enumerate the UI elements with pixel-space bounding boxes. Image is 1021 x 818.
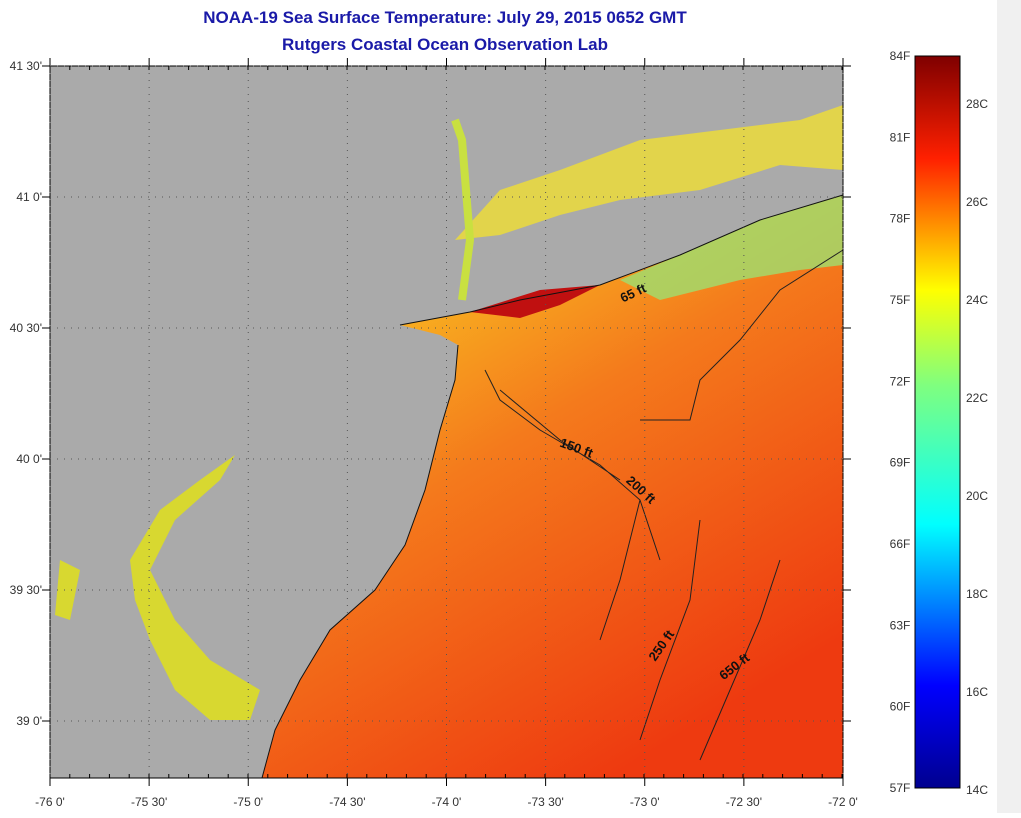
map	[49, 65, 844, 779]
celsius-label: 28C	[966, 97, 988, 111]
hudson	[451, 118, 475, 301]
fahrenheit-label: 69F	[890, 456, 911, 470]
celsius-label: 24C	[966, 293, 988, 307]
long-island	[450, 105, 843, 300]
fahrenheit-label: 78F	[890, 212, 911, 226]
fahrenheit-label: 63F	[890, 618, 911, 632]
lat-label: 40 0'	[16, 452, 42, 466]
lat-label: 39 0'	[16, 714, 42, 728]
lat-label: 40 30'	[10, 321, 42, 335]
side-strip	[997, 0, 1021, 813]
lon-label: -75 30'	[131, 795, 167, 809]
delaware-bay	[55, 455, 260, 720]
celsius-label: 16C	[966, 685, 988, 699]
graticule	[42, 58, 851, 786]
ocean	[262, 195, 843, 778]
fahrenheit-label: 60F	[890, 700, 911, 714]
fahrenheit-label: 66F	[890, 537, 911, 551]
colorbar	[914, 55, 961, 789]
lon-label: -76 0'	[35, 795, 65, 809]
coastline	[261, 194, 844, 779]
lon-label: -72 0'	[828, 795, 858, 809]
lon-label: -74 0'	[432, 795, 462, 809]
celsius-label: 22C	[966, 391, 988, 405]
lon-label: -73 30'	[527, 795, 563, 809]
warm-streak	[470, 285, 600, 318]
lat-label: 41 0'	[16, 190, 42, 204]
cool-water	[620, 195, 843, 300]
fahrenheit-label: 72F	[890, 374, 911, 388]
lon-label: -73 0'	[630, 795, 660, 809]
fahrenheit-label: 75F	[890, 293, 911, 307]
lon-label: -74 30'	[329, 795, 365, 809]
celsius-label: 26C	[966, 195, 988, 209]
celsius-label: 14C	[966, 783, 988, 797]
lon-label: -72 30'	[726, 795, 762, 809]
celsius-label: 20C	[966, 489, 988, 503]
lat-label: 39 30'	[10, 583, 42, 597]
sound	[455, 105, 843, 240]
fahrenheit-label: 81F	[890, 130, 911, 144]
celsius-label: 18C	[966, 587, 988, 601]
title: NOAA-19 Sea Surface Temperature: July 29…	[203, 8, 687, 27]
depth-contours	[484, 249, 844, 761]
fahrenheit-label: 57F	[890, 781, 911, 795]
lat-label: 41 30'	[10, 59, 42, 73]
subtitle: Rutgers Coastal Ocean Observation Lab	[282, 35, 608, 54]
lon-label: -75 0'	[233, 795, 263, 809]
fahrenheit-label: 84F	[890, 49, 911, 63]
